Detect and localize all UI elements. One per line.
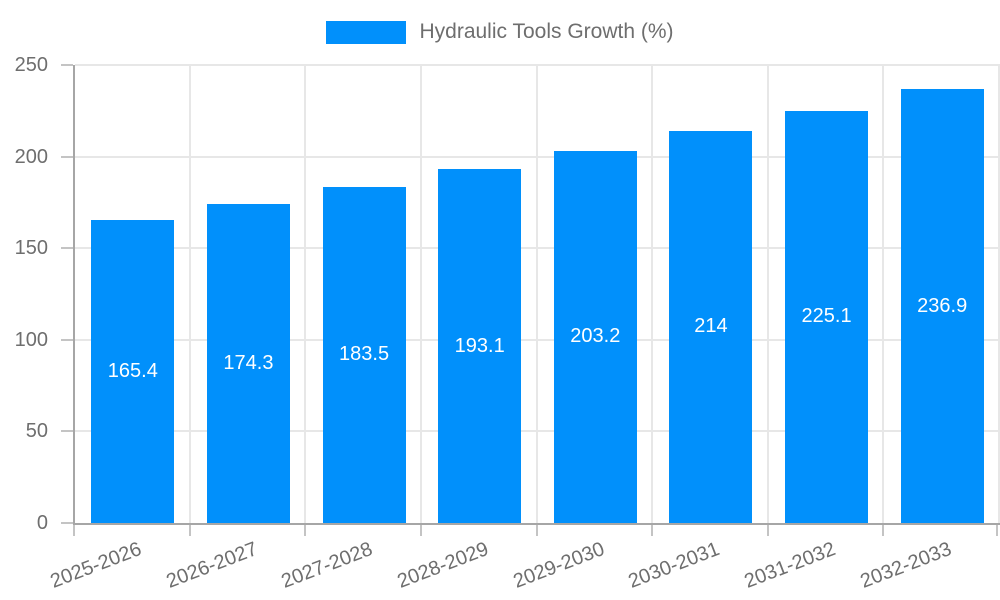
bar-value-label: 214 [694, 315, 728, 338]
y-axis: 0 50 100 150 200 250 [0, 54, 73, 534]
x-tick-label: 2028-2029 [394, 538, 492, 593]
x-tick-label: 2026-2027 [163, 538, 261, 593]
x-tick-mark [419, 525, 422, 536]
bar: 183.5 [322, 186, 406, 523]
bar: 174.3 [206, 203, 290, 523]
y-tick-label: 50 [25, 420, 48, 443]
x-tick-label: 2025-2026 [47, 538, 145, 593]
y-tick-mark [61, 155, 73, 158]
x-tick-mark [535, 525, 538, 536]
y-tick-label: 250 [14, 54, 48, 76]
x-tick-mark [73, 525, 75, 536]
x-tick-label: 2029-2030 [510, 538, 608, 593]
h-gridline [75, 338, 1000, 341]
v-gridline [651, 65, 654, 523]
bar: 165.4 [91, 220, 175, 523]
v-gridline [188, 65, 191, 523]
legend-swatch-icon [326, 20, 407, 44]
x-axis: 2025-2026 2026-2027 2027-2028 2028-2029 2029… [48, 525, 998, 600]
plot-area: 165.4 174.3 183.5 193.1 203.2 214 225.1 236.9 [73, 64, 1000, 525]
v-gridline [304, 65, 307, 523]
x-tick-mark [766, 525, 769, 536]
y-tick-mark [61, 247, 73, 250]
y-tick-mark [61, 64, 73, 66]
bar-value-label: 236.9 [917, 294, 968, 317]
x-tick-label: 2031-2032 [741, 538, 839, 593]
h-gridline [75, 64, 1000, 66]
h-gridline [75, 155, 1000, 158]
y-tick-label: 0 [36, 512, 48, 534]
x-tick-mark [188, 525, 191, 536]
x-tick-label: 2032-2033 [856, 538, 955, 593]
y-tick-label: 200 [14, 145, 48, 168]
v-gridline [419, 65, 422, 523]
legend: Hydraulic Tools Growth (%) [0, 20, 1000, 44]
legend-item[interactable]: Hydraulic Tools Growth (%) [326, 20, 674, 44]
v-gridline [998, 65, 1000, 523]
bar-value-label: 165.4 [107, 360, 158, 382]
x-tick-mark [882, 525, 885, 536]
bar-value-label: 174.3 [223, 351, 274, 374]
x-tick-mark [651, 525, 654, 536]
v-gridline [535, 65, 538, 523]
bar: 225.1 [785, 110, 869, 523]
legend-label: Hydraulic Tools Growth (%) [419, 20, 674, 43]
h-gridline [75, 430, 1000, 433]
x-tick-mark [996, 525, 998, 536]
y-tick-label: 150 [14, 237, 48, 260]
y-tick-mark [61, 338, 73, 341]
bar: 214 [669, 130, 753, 523]
v-gridline [882, 65, 885, 523]
h-gridline [75, 247, 1000, 250]
y-tick-mark [61, 522, 73, 524]
bar: 236.9 [900, 89, 984, 523]
bar: 203.2 [553, 150, 637, 523]
v-gridline [766, 65, 769, 523]
bar-value-label: 183.5 [339, 343, 390, 366]
x-tick-label: 2030-2031 [625, 538, 723, 593]
x-tick-label: 2027-2028 [278, 538, 376, 593]
bar-value-label: 193.1 [454, 334, 505, 357]
bar-value-label: 203.2 [570, 325, 621, 348]
bar: 193.1 [438, 169, 522, 523]
y-tick-label: 100 [14, 328, 48, 351]
y-tick-mark [61, 430, 73, 433]
bar-value-label: 225.1 [801, 305, 852, 328]
x-tick-mark [304, 525, 307, 536]
